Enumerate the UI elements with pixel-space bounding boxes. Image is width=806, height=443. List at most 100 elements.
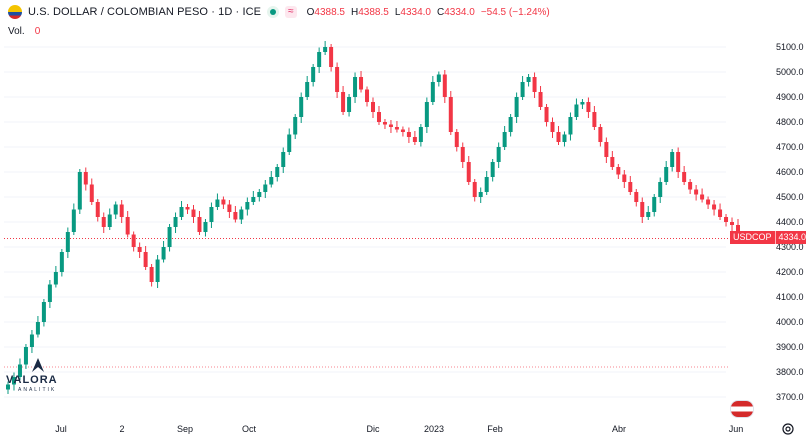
candle-body: [95, 202, 100, 217]
candle-body: [484, 177, 489, 192]
time-tick-label: Abr: [612, 424, 626, 434]
candle-body: [418, 127, 423, 142]
candle-body: [724, 217, 729, 222]
candle-body: [646, 212, 651, 217]
candle-body: [658, 182, 663, 197]
market-status-icon[interactable]: [267, 6, 280, 18]
candle-body: [71, 209, 76, 232]
candle-body: [41, 302, 46, 322]
candle-body: [173, 217, 178, 227]
candle-body: [640, 202, 645, 217]
candle-body: [311, 67, 316, 82]
candle-body: [221, 199, 226, 205]
candle-body: [508, 117, 513, 132]
price-axis[interactable]: 3700.0 3800.0 3900.0 4000.0 4100.0 4200.0 4300…: [776, 42, 804, 402]
candle-body: [574, 104, 579, 117]
open-label: O: [306, 6, 315, 18]
open-value: 4388.5: [314, 6, 345, 18]
price-tick-label: 4000.0: [776, 317, 804, 327]
price-tag-symbol: USDCOP: [730, 231, 776, 244]
candle-body: [233, 212, 238, 220]
time-axis[interactable]: Jul 2 Sep Oct Dic 2023 Feb Abr Jun: [55, 424, 743, 434]
candle-body: [161, 247, 166, 260]
candle-body: [592, 112, 597, 127]
symbol-title[interactable]: U.S. DOLLAR / COLOMBIAN PESO · 1D · ICE: [28, 6, 262, 18]
volume-legend: Vol. 0: [8, 26, 40, 37]
candle-body: [514, 97, 519, 117]
high-value: 4388.5: [358, 6, 389, 18]
low-value: 4334.0: [400, 6, 431, 18]
time-tick-label: Dic: [367, 424, 380, 434]
price-tick-label: 5000.0: [776, 67, 804, 77]
ohlc-values: O4388.5 H4388.5 L4334.0 C4334.0 −54.5 (−…: [307, 7, 550, 18]
candle-body: [532, 77, 537, 92]
candle-body: [568, 117, 573, 135]
candle-body: [353, 77, 358, 97]
candle-body: [478, 192, 483, 197]
candle-body: [305, 82, 310, 97]
candle-body: [502, 132, 507, 147]
gear-icon[interactable]: [781, 422, 795, 436]
candle-body: [412, 137, 417, 142]
logo-name: VALORA: [6, 374, 58, 386]
candle-body: [329, 47, 334, 67]
high-label: H: [351, 6, 359, 18]
candle-body: [598, 127, 603, 142]
candle-body: [682, 172, 687, 182]
time-tick-label: Sep: [177, 424, 193, 434]
candle-body: [652, 197, 657, 212]
candle-body: [550, 122, 555, 132]
price-tick-label: 4800.0: [776, 117, 804, 127]
candle-body: [143, 252, 148, 267]
candle-body: [47, 284, 52, 302]
candle-body: [119, 204, 124, 217]
volume-label: Vol.: [8, 26, 25, 37]
currency-flag-icon[interactable]: [730, 400, 754, 418]
candle-body: [209, 207, 214, 222]
candle-body: [712, 204, 717, 210]
candle-body: [496, 147, 501, 162]
candles-layer: [6, 41, 740, 394]
candle-body: [442, 74, 447, 97]
candle-body: [167, 227, 172, 247]
valora-logo: VALORA ANALITIK: [6, 358, 66, 394]
time-tick-label: Jul: [55, 424, 67, 434]
candle-body: [77, 172, 82, 210]
candle-body: [149, 267, 154, 282]
candle-body: [263, 184, 268, 192]
candle-body: [89, 184, 94, 202]
candle-body: [155, 259, 160, 282]
candle-body: [83, 172, 88, 185]
price-tick-label: 4900.0: [776, 92, 804, 102]
candle-body: [376, 112, 381, 122]
logo-subtitle: ANALITIK: [18, 387, 57, 393]
candle-body: [580, 102, 585, 105]
candle-body: [107, 214, 112, 227]
price-tick-label: 4200.0: [776, 267, 804, 277]
candle-body: [341, 92, 346, 112]
candle-body: [287, 134, 292, 152]
time-tick-label: 2023: [424, 424, 444, 434]
price-tick-label: 4700.0: [776, 142, 804, 152]
time-tick-label: 2: [119, 424, 124, 434]
candle-body: [299, 97, 304, 117]
candle-body: [203, 222, 208, 232]
candle-body: [251, 197, 256, 202]
candle-body: [65, 232, 70, 252]
low-label: L: [394, 6, 401, 18]
time-tick-label: Feb: [487, 424, 503, 434]
candle-body: [700, 194, 705, 200]
candle-body: [676, 152, 681, 172]
candle-body: [371, 102, 375, 112]
candle-body: [472, 182, 477, 197]
candle-body: [179, 207, 184, 217]
candle-body: [604, 142, 609, 157]
wave-icon[interactable]: ≈: [285, 6, 297, 18]
candle-body: [634, 192, 639, 202]
candle-body: [562, 134, 567, 142]
candle-body: [490, 162, 495, 177]
legend-row: U.S. DOLLAR / COLOMBIAN PESO · 1D · ICE …: [8, 5, 550, 19]
candle-body: [191, 209, 196, 217]
